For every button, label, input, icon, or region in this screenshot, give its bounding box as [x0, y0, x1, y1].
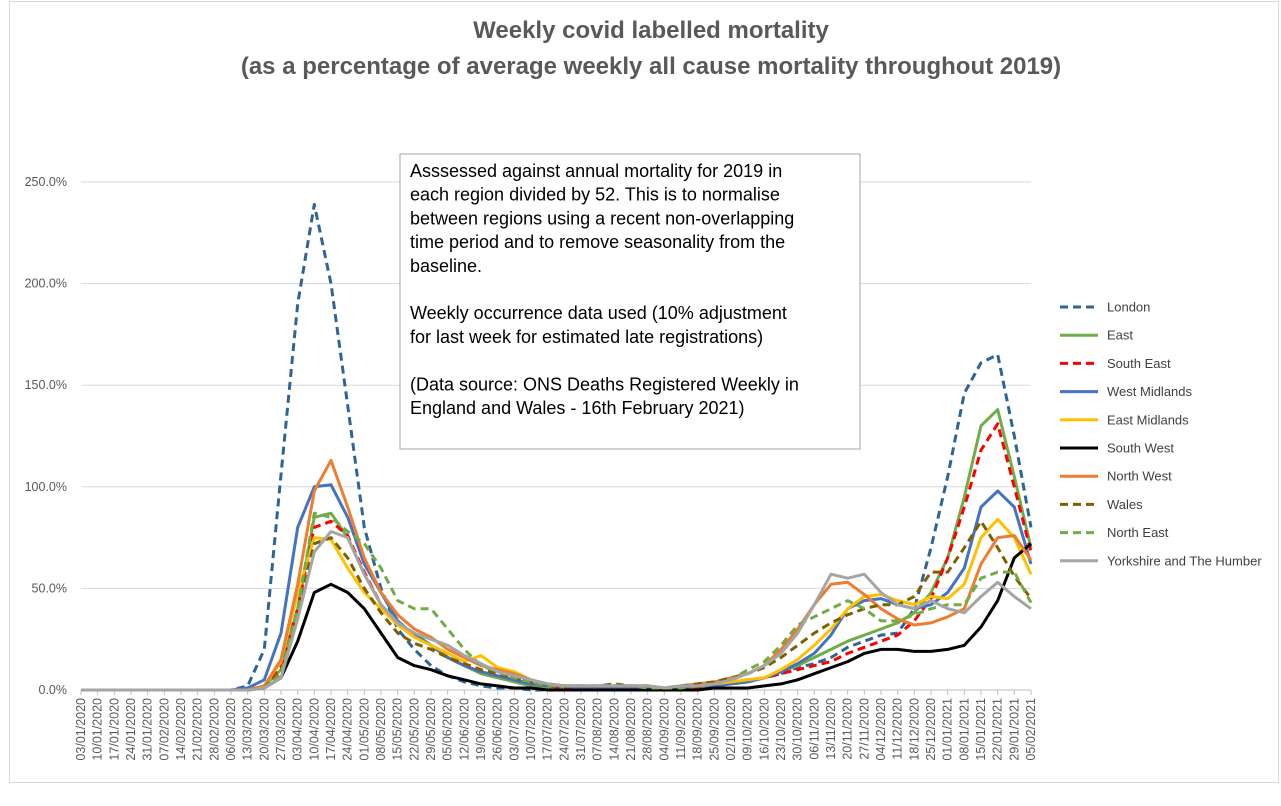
x-tick-label: 17/04/2020 — [324, 698, 338, 761]
x-tick-label: 24/01/2020 — [124, 698, 138, 761]
legend-label-east: East — [1107, 328, 1133, 343]
x-tick-label: 21/02/2020 — [191, 698, 205, 761]
x-tick-label: 21/08/2020 — [624, 698, 638, 761]
x-tick-label: 01/05/2020 — [357, 698, 371, 761]
x-tick-label: 11/09/2020 — [674, 698, 688, 760]
annotation-box: Asssessed against annual mortality for 2… — [399, 153, 861, 450]
x-tick-label: 03/04/2020 — [291, 698, 305, 761]
x-tick-label: 31/07/2020 — [574, 698, 588, 761]
x-tick-label: 05/02/2021 — [1024, 698, 1038, 761]
x-tick-label: 10/01/2020 — [91, 698, 105, 761]
x-tick-label: 08/01/2021 — [957, 698, 971, 761]
x-tick-label: 29/05/2020 — [424, 698, 438, 761]
x-tick-label: 20/03/2020 — [257, 698, 271, 761]
series-line-north-west — [81, 458, 1033, 692]
x-tick-label: 31/01/2020 — [141, 698, 155, 761]
chart-subtitle: (as a percentage of average weekly all c… — [241, 53, 1061, 80]
x-tick-label: 27/11/2020 — [857, 698, 871, 760]
x-tick-label: 09/10/2020 — [741, 698, 755, 761]
legend: London East South East West Midlands East Mi… — [1060, 300, 1262, 568]
x-tick-label: 18/09/2020 — [691, 698, 705, 761]
annotation-line: Asssessed against annual mortality for 2… — [410, 161, 782, 181]
y-tick-label: 50.0% — [32, 581, 67, 595]
series-line-south-west — [81, 542, 1032, 692]
x-tick-label: 20/11/2020 — [841, 698, 855, 760]
x-tick-label: 02/10/2020 — [724, 698, 738, 761]
x-tick-label: 22/05/2020 — [407, 698, 421, 761]
legend-label-london: London — [1107, 300, 1150, 315]
legend-label-north-west: North West — [1107, 469, 1172, 484]
annotation-line: each region divided by 52. This is to no… — [410, 185, 780, 205]
x-tick-label: 10/04/2020 — [307, 698, 321, 761]
legend-label-south-east: South East — [1107, 356, 1171, 371]
x-tick-label: 10/07/2020 — [524, 698, 538, 761]
series-line-wales — [81, 519, 1033, 692]
legend-label-yorkshire-and-the-humber: Yorkshire and The Humber — [1107, 553, 1262, 568]
x-tick-label: 06/03/2020 — [224, 698, 238, 761]
x-tick-label: 01/01/2021 — [941, 698, 955, 761]
x-tick-label: 25/09/2020 — [707, 698, 721, 761]
x-tick-label: 04/09/2020 — [657, 698, 671, 761]
y-tick-label: 0.0% — [39, 683, 68, 697]
x-tick-label: 16/10/2020 — [757, 698, 771, 761]
chart-title: Weekly covid labelled mortality — [473, 17, 829, 44]
x-tick-label: 14/02/2020 — [174, 698, 188, 761]
x-tick-label: 25/12/2020 — [924, 698, 938, 761]
annotation-line: Weekly occurrence data used (10% adjustm… — [410, 303, 787, 323]
x-tick-label: 19/06/2020 — [474, 698, 488, 761]
legend-label-south-west: South West — [1107, 441, 1174, 456]
x-tick-label: 28/02/2020 — [207, 698, 221, 761]
y-tick-label: 100.0% — [25, 480, 67, 494]
x-tick-label: 15/01/2021 — [974, 698, 988, 761]
x-tick-label: 07/02/2020 — [157, 698, 171, 761]
annotation-line: England and Wales - 16th February 2021) — [410, 398, 745, 418]
annotation-line: time period and to remove seasonality fr… — [410, 232, 785, 252]
x-tick-label: 24/04/2020 — [341, 698, 355, 761]
x-tick-label: 30/10/2020 — [791, 698, 805, 761]
x-tick-label: 03/07/2020 — [507, 698, 521, 761]
annotation-line: for last week for estimated late registr… — [410, 327, 763, 347]
legend-label-north-east: North East — [1107, 525, 1169, 540]
x-tick-label: 22/01/2021 — [991, 698, 1005, 761]
x-tick-label: 11/12/2020 — [891, 698, 905, 760]
annotation-text: Asssessed against annual mortality for 2… — [410, 161, 799, 418]
x-tick-label: 06/11/2020 — [807, 698, 821, 760]
y-tick-label: 150.0% — [25, 378, 67, 392]
x-tick-label: 29/01/2021 — [1007, 698, 1021, 761]
chart-frame: Weekly covid labelled mortality (as a pe… — [9, 1, 1279, 783]
series-line-yorkshire-and-the-humber — [81, 530, 1032, 692]
legend-label-east-midlands: East Midlands — [1107, 412, 1189, 427]
y-tick-label: 250.0% — [25, 175, 67, 189]
chart-svg: Weekly covid labelled mortality (as a pe… — [25, 17, 1263, 761]
annotation-line: between regions using a recent non-overl… — [410, 208, 794, 228]
x-tick-label: 13/11/2020 — [824, 698, 838, 760]
x-tick-label: 03/01/2020 — [74, 698, 88, 761]
x-tick-label: 04/12/2020 — [874, 698, 888, 761]
x-tick-label: 14/08/2020 — [607, 698, 621, 761]
legend-label-west-midlands: West Midlands — [1107, 384, 1193, 399]
axis-layer: 0.0% 50.0% 100.0% 150.0% 200.0% 250.0% 03/01/2… — [25, 175, 1038, 761]
x-tick-label: 26/06/2020 — [491, 698, 505, 761]
x-tick-label: 28/08/2020 — [641, 698, 655, 761]
annotation-line: baseline. — [410, 256, 482, 276]
x-tick-label: 15/05/2020 — [391, 698, 405, 761]
x-tick-label: 05/06/2020 — [441, 698, 455, 761]
y-tick-label: 200.0% — [25, 277, 67, 291]
x-tick-label: 27/03/2020 — [274, 698, 288, 761]
x-tick-label: 23/10/2020 — [774, 698, 788, 761]
legend-label-wales: Wales — [1107, 497, 1143, 512]
x-tick-label: 18/12/2020 — [907, 698, 921, 761]
x-tick-label: 17/07/2020 — [541, 698, 555, 761]
annotation-line: (Data source: ONS Deaths Registered Week… — [410, 374, 799, 394]
series-layer — [81, 202, 1033, 692]
x-tick-label: 24/07/2020 — [557, 698, 571, 761]
x-tick-label: 17/01/2020 — [107, 698, 121, 761]
x-tick-label: 12/06/2020 — [457, 698, 471, 761]
series-line-west-midlands — [81, 483, 1033, 692]
x-tick-label: 13/03/2020 — [241, 698, 255, 761]
x-tick-label: 08/05/2020 — [374, 698, 388, 761]
x-tick-label: 07/08/2020 — [591, 698, 605, 761]
